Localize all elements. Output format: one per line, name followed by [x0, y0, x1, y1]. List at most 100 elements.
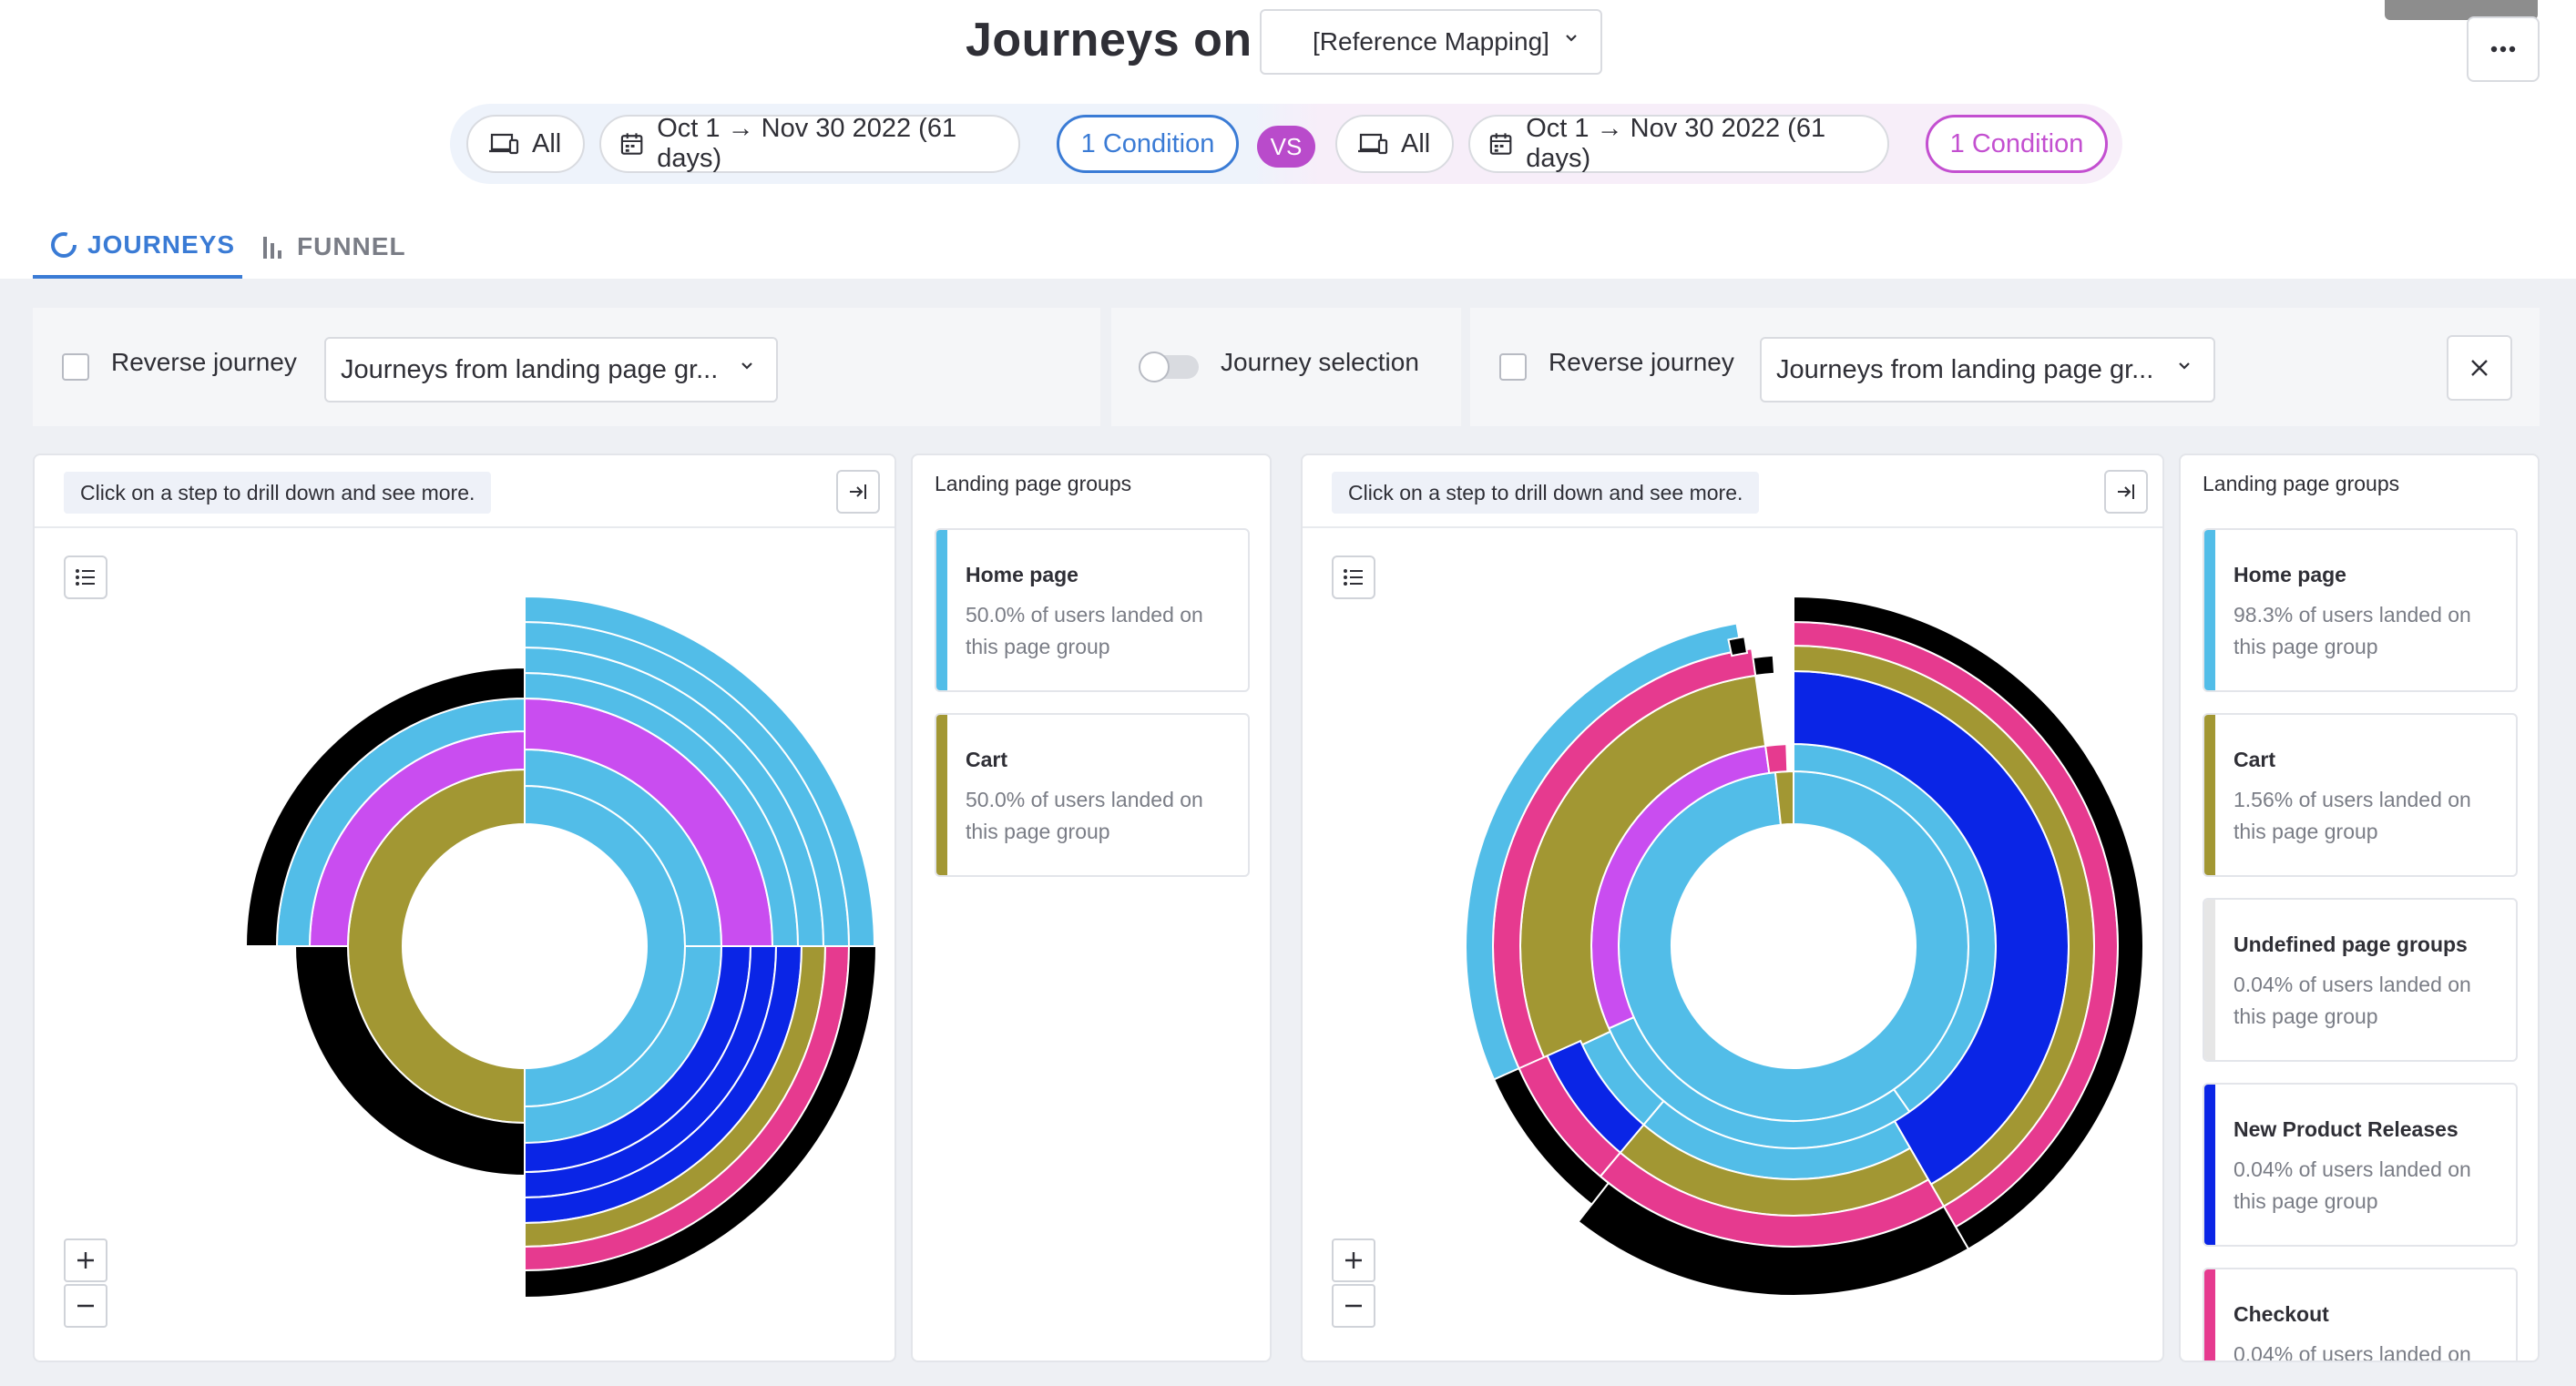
close-comparison-button[interactable]: [2447, 335, 2512, 401]
sunburst-segment-exit[interactable]: [1492, 1066, 1610, 1207]
date-range-left[interactable]: Oct 1 → Nov 30 2022 (61 days): [599, 114, 1020, 173]
condition-left-label: 1 Condition: [1080, 128, 1215, 158]
journey-selection-toggle[interactable]: [1139, 352, 1199, 382]
legend-item-name: Checkout: [2234, 1302, 2329, 1326]
zoom-in-button[interactable]: [64, 1238, 107, 1282]
calendar-icon: [620, 133, 643, 155]
more-options-button[interactable]: [2467, 16, 2540, 82]
panel-divider: [1303, 526, 2162, 528]
arrow-to-right-icon: [850, 484, 866, 499]
journey-type-select-right[interactable]: Journeys from landing page gr...: [1760, 337, 2215, 403]
bar-chart-icon: [263, 237, 281, 259]
date-range-right-label: Oct 1 → Nov 30 2022 (61 days): [1526, 114, 1826, 173]
chevron-down-icon: [2179, 362, 2190, 370]
zoom-out-button[interactable]: [1332, 1284, 1375, 1328]
sunburst-segment-exit[interactable]: [524, 945, 878, 1299]
sunburst-segment-step[interactable]: [1763, 743, 1789, 774]
sunburst-chart-left[interactable]: [35, 528, 894, 1348]
legend-color-bar: [2204, 530, 2215, 690]
legend-color-bar: [936, 715, 947, 875]
date-range-left-label: Oct 1 → Nov 30 2022 (61 days): [657, 114, 957, 173]
legend-item-desc: 0.04% of users landed on this page group: [2234, 973, 2471, 1028]
sunburst-segment-exit[interactable]: [1727, 636, 1749, 657]
legend-item-desc: 50.0% of users landed on this page group: [966, 603, 1203, 658]
date-range-right[interactable]: Oct 1 → Nov 30 2022 (61 days): [1468, 114, 1889, 173]
devices-icon: [489, 133, 519, 155]
legend-item-name: Cart: [2234, 748, 2276, 771]
legend-panel-right: Landing page groups Home page 98.3% of u…: [2179, 454, 2540, 1362]
sunburst-panel-left: Click on a step to drill down and see mo…: [33, 454, 896, 1362]
controls-left: Reverse journey Journeys from landing pa…: [33, 308, 1100, 426]
collapse-panel-button[interactable]: [2104, 470, 2148, 514]
sunburst-segment-exit[interactable]: [1577, 1181, 1970, 1297]
legend-title: Landing page groups: [935, 472, 1132, 495]
zoom-out-button[interactable]: [64, 1284, 107, 1328]
journey-type-select-right-label: Journeys from landing page gr...: [1776, 354, 2154, 384]
plus-icon: [1345, 1252, 1362, 1269]
sunburst-segment-exit[interactable]: [1752, 654, 1776, 678]
close-icon: [2471, 360, 2488, 376]
journeys-workspace: Reverse journey Journeys from landing pa…: [0, 279, 2576, 1386]
reverse-journey-checkbox-right[interactable]: [1499, 353, 1527, 381]
legend-item-name: Home page: [2234, 563, 2346, 586]
sunburst-segment-exit[interactable]: [244, 666, 526, 947]
arrow-to-right-icon: [2118, 484, 2134, 499]
drilldown-hint: Click on a step to drill down and see mo…: [64, 472, 492, 514]
sunburst-center: [1673, 826, 1914, 1066]
legend-color-bar: [936, 530, 947, 690]
journey-selection-label: Journey selection: [1221, 348, 1419, 376]
condition-left[interactable]: 1 Condition: [1057, 115, 1239, 173]
controls-middle: Journey selection: [1111, 308, 1461, 426]
legend-item-name: New Product Releases: [2234, 1117, 2458, 1141]
legend-item-desc: 0.04% of users landed on this page group: [2234, 1157, 2471, 1213]
tab-funnel[interactable]: FUNNEL: [261, 215, 424, 279]
legend-item-cart[interactable]: Cart 50.0% of users landed on this page …: [935, 713, 1250, 877]
legend-title: Landing page groups: [2203, 472, 2400, 495]
legend-item-cart[interactable]: Cart 1.56% of users landed on this page …: [2203, 713, 2518, 877]
list-view-button[interactable]: [64, 555, 107, 599]
reference-mapping-select[interactable]: [Reference Mapping]: [1260, 9, 1602, 75]
device-filter-right-label: All: [1401, 128, 1431, 158]
controls-right: Reverse journey Journeys from landing pa…: [1470, 308, 2540, 426]
tab-journeys[interactable]: JOURNEYS: [33, 215, 242, 279]
sunburst-segment-step[interactable]: [1465, 622, 1743, 1086]
legend-item-name: Home page: [966, 563, 1078, 586]
legend-item-desc: 1.56% of users landed on this page group: [2234, 788, 2471, 843]
legend-color-bar: [2204, 1269, 2215, 1361]
legend-item-checkout[interactable]: Checkout 0.04% of users landed on this p…: [2203, 1268, 2518, 1361]
plus-icon: [77, 1252, 94, 1269]
legend-item-name: Cart: [966, 748, 1008, 771]
sunburst-chart-right[interactable]: [1303, 528, 2162, 1348]
reference-mapping-label: [Reference Mapping]: [1313, 27, 1549, 56]
title-row: Journeys on [Reference Mapping]: [0, 7, 2576, 84]
reverse-journey-label-right: Reverse journey: [1549, 348, 1734, 376]
device-filter-left[interactable]: All: [466, 115, 585, 173]
collapse-panel-button[interactable]: [836, 470, 880, 514]
journey-type-select-left[interactable]: Journeys from landing page gr...: [324, 337, 778, 403]
journeys-ring-icon: [51, 232, 77, 258]
chevron-down-icon: [741, 362, 752, 370]
legend-item-undefined-page-groups[interactable]: Undefined page groups 0.04% of users lan…: [2203, 898, 2518, 1062]
tab-funnel-label: FUNNEL: [297, 232, 406, 260]
list-view-button[interactable]: [1332, 555, 1375, 599]
panel-divider: [35, 526, 894, 528]
condition-right-label: 1 Condition: [1949, 128, 2084, 158]
legend-item-home-page[interactable]: Home page 98.3% of users landed on this …: [2203, 528, 2518, 692]
zoom-in-button[interactable]: [1332, 1238, 1375, 1282]
condition-right[interactable]: 1 Condition: [1926, 115, 2108, 173]
sunburst-panel-right: Click on a step to drill down and see mo…: [1301, 454, 2164, 1362]
page-title: Journeys on: [966, 14, 1252, 66]
minus-icon: [1345, 1304, 1362, 1308]
tab-journeys-label: JOURNEYS: [87, 230, 236, 259]
minus-icon: [77, 1304, 94, 1308]
legend-item-new-product-releases[interactable]: New Product Releases 0.04% of users land…: [2203, 1083, 2518, 1247]
ellipsis-icon: [2490, 46, 2516, 53]
device-filter-left-label: All: [532, 128, 562, 158]
legend-item-name: Undefined page groups: [2234, 932, 2468, 956]
reverse-journey-checkbox-left[interactable]: [62, 353, 89, 381]
legend-color-bar: [2204, 715, 2215, 875]
device-filter-right[interactable]: All: [1335, 115, 1454, 173]
comparison-filter-bar: All Oct 1 → Nov 30 2022 (61 days) 1 Cond…: [450, 104, 2122, 184]
chevron-down-icon: [1566, 35, 1577, 42]
legend-item-home-page[interactable]: Home page 50.0% of users landed on this …: [935, 528, 1250, 692]
